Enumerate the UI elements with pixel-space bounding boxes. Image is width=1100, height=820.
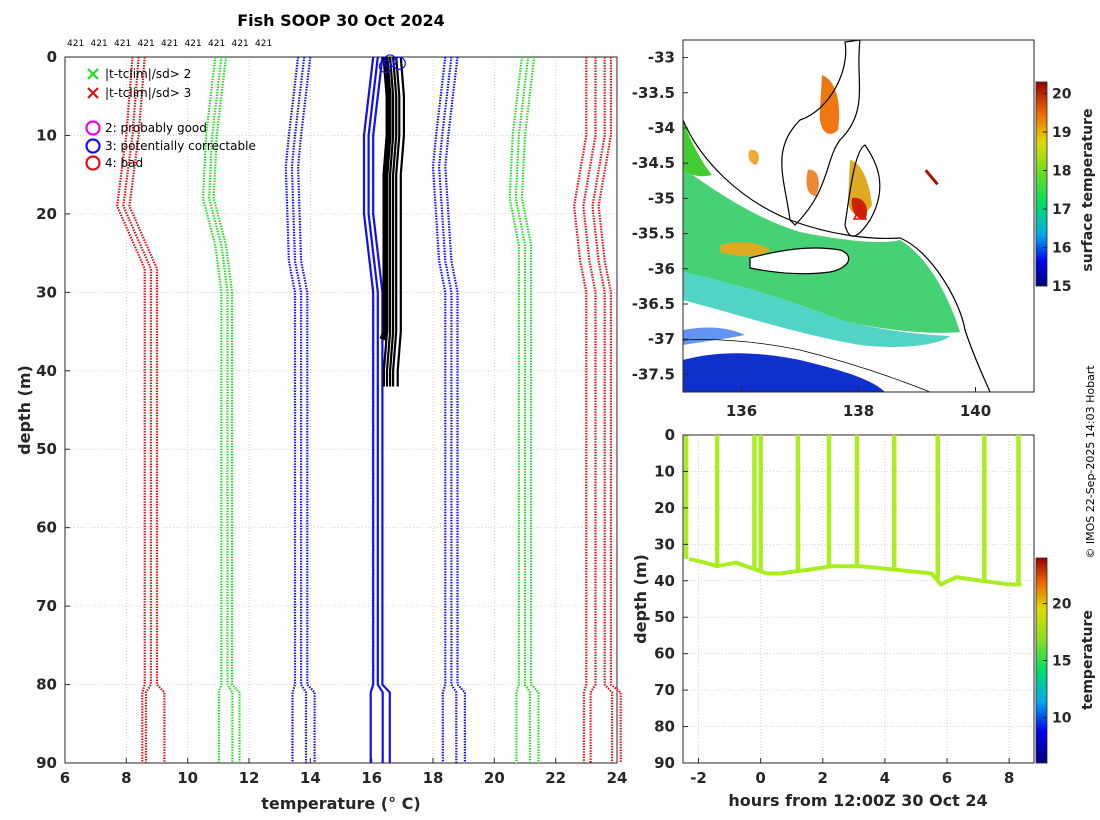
y-tick-label: 30	[36, 283, 57, 301]
y-tick-label: 70	[36, 597, 57, 615]
profile-count-labels: 421 421 421 421 421 421 421 421 421	[67, 39, 272, 49]
watermark: © IMOS 22-Sep-2025 14:03 Hobart	[1084, 365, 1097, 559]
section-colorbar-tick-label: 20	[1052, 597, 1072, 613]
map-y-tick-label: -37.5	[632, 365, 675, 383]
map-y-ticks: -33 -33.5 -34 -34.5 -35 -35.5 -36 -36.5 -37 -37.5	[632, 49, 688, 384]
y-tick-label: 10	[36, 126, 57, 144]
x-tick-label: 12	[239, 769, 260, 787]
map-panel: 136 138 140 -33 -33.5 -34 -34.5 -35 -35.5 -36 -36…	[632, 40, 1096, 420]
profile-axes-box	[65, 57, 617, 763]
section-x-tick-label: 0	[755, 769, 765, 787]
x-tick-label: 14	[300, 769, 321, 787]
profile-x-label: temperature (° C)	[261, 794, 420, 813]
y-tick-label: 40	[36, 362, 57, 380]
map-x-tick-label: 138	[843, 402, 874, 420]
section-x-tick-label: 2	[818, 769, 828, 787]
map-colorbar-tick-label: 19	[1052, 125, 1071, 141]
map-y-tick-label: -34	[648, 119, 675, 137]
map-y-tick-label: -36.5	[632, 295, 675, 313]
profile-y-label: depth (m)	[15, 365, 34, 455]
section-x-tick-label: -2	[690, 769, 707, 787]
count-label: 421	[161, 39, 178, 49]
y-tick-label: 60	[36, 519, 57, 537]
count-label: 421	[255, 39, 272, 49]
section-y-tick-label: 30	[654, 535, 675, 553]
count-label: 421	[138, 39, 155, 49]
section-x-tick-label: 8	[1004, 769, 1014, 787]
map-y-tick-label: -36	[648, 260, 675, 278]
legend-label: |t-tclim|/sd> 3	[105, 86, 191, 100]
count-label: 421	[232, 39, 249, 49]
legend-label: 3: potentially correctable	[105, 139, 256, 153]
section-x-label: hours from 12:00Z 30 Oct 24	[728, 791, 987, 810]
map-colorbar-label: surface temperature	[1080, 108, 1096, 271]
x-tick-label: 10	[177, 769, 198, 787]
section-y-tick-label: 70	[654, 681, 675, 699]
count-label: 421	[67, 39, 84, 49]
profile-panel: Fish SOOP 30 Oct 2024 421 421 421 421 421 421…	[15, 11, 627, 813]
count-label: 421	[208, 39, 225, 49]
x-tick-label: 24	[607, 769, 628, 787]
section-y-tick-label: 60	[654, 645, 675, 663]
x-tick-label: 20	[484, 769, 505, 787]
x-tick-label: 8	[121, 769, 131, 787]
map-colorbar	[1036, 82, 1047, 286]
section-y-tick-label: 0	[665, 426, 675, 444]
legend-label: |t-tclim|/sd> 2	[105, 67, 191, 81]
map-y-tick-label: -35.5	[632, 225, 675, 243]
map-y-tick-label: -35	[648, 189, 675, 207]
map-colorbar-tick-label: 16	[1052, 241, 1071, 257]
section-y-label: depth (m)	[631, 554, 650, 644]
map-y-tick-label: -34.5	[632, 154, 675, 172]
y-tick-label: 90	[36, 754, 57, 772]
section-y-tick-label: 90	[654, 754, 675, 772]
section-y-tick-label: 40	[654, 572, 675, 590]
x-tick-label: 18	[423, 769, 444, 787]
map-colorbar-tick-label: 18	[1052, 164, 1071, 180]
y-tick-label: 80	[36, 676, 57, 694]
count-label: 421	[185, 39, 202, 49]
section-y-tick-label: 80	[654, 718, 675, 736]
section-colorbar-tick-label: 15	[1052, 654, 1071, 670]
legend-label: 4: bad	[105, 156, 143, 170]
y-tick-label: 0	[47, 48, 57, 66]
section-x-tick-label: 4	[880, 769, 890, 787]
figure-title: Fish SOOP 30 Oct 2024	[237, 11, 445, 30]
map-y-tick-label: -33	[648, 49, 675, 67]
map-y-tick-label: -33.5	[632, 84, 675, 102]
section-y-tick-label: 20	[654, 499, 675, 517]
count-label: 421	[91, 39, 108, 49]
section-panel: -2 0 2 4 6 8 0 10 20 30 40 50 60 70 80 90 hours from 1…	[631, 426, 1096, 810]
section-y-tick-label: 50	[654, 608, 675, 626]
section-x-tick-label: 6	[942, 769, 952, 787]
count-label: 421	[114, 39, 131, 49]
section-colorbar-tick-label: 10	[1052, 710, 1072, 726]
figure: Fish SOOP 30 Oct 2024 421 421 421 421 421 421…	[0, 0, 1100, 820]
x-tick-label: 16	[361, 769, 382, 787]
map-x-tick-label: 140	[960, 402, 991, 420]
y-tick-label: 20	[36, 205, 57, 223]
map-colorbar-tick-label: 20	[1052, 87, 1072, 103]
map-colorbar-tick-label: 17	[1052, 202, 1071, 218]
x-tick-label: 22	[545, 769, 566, 787]
section-colorbar-label: temperature	[1080, 610, 1096, 710]
x-tick-label: 6	[60, 769, 70, 787]
y-tick-label: 50	[36, 440, 57, 458]
map-x-tick-label: 136	[726, 402, 757, 420]
map-colorbar-tick-label: 15	[1052, 279, 1071, 295]
map-y-tick-label: -37	[648, 330, 675, 348]
legend-label: 2: probably good	[105, 121, 207, 135]
section-y-tick-label: 10	[654, 462, 675, 480]
